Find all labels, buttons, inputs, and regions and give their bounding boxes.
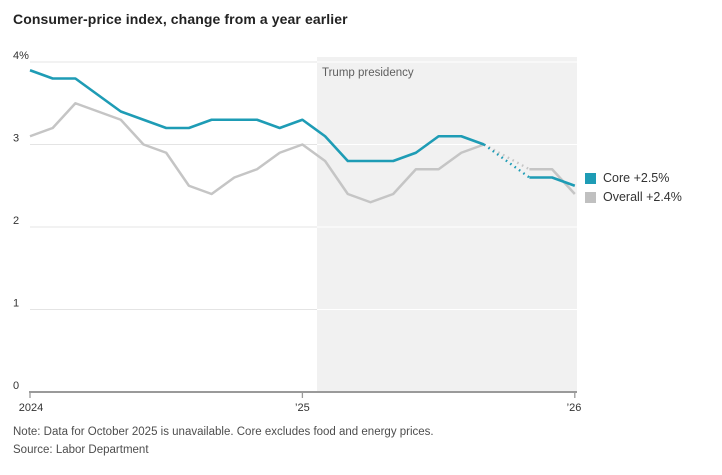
trump-presidency-label: Trump presidency (322, 67, 414, 79)
x-axis-ticks (29, 393, 576, 398)
y-tick-label-1: 1 (13, 298, 19, 310)
legend-item-core: Core +2.5% (585, 171, 682, 185)
x-tick-label-25: ’25 (295, 402, 310, 414)
y-axis-labels: 4% 3 2 1 0 (13, 50, 29, 392)
gridlines-shaded (317, 61, 577, 310)
trump-presidency-region (317, 57, 577, 392)
y-tick-label-0: 0 (13, 380, 19, 392)
core-line-end (529, 176, 576, 187)
core-line-solid (29, 69, 485, 163)
legend-label-core: Core +2.5% (603, 171, 670, 185)
gridlines (30, 61, 317, 310)
x-axis-labels: 2024 ’25 ’26 (19, 402, 582, 414)
y-tick-label-3: 3 (13, 133, 19, 145)
core-line-dotted (483, 143, 531, 179)
cpi-line-chart: Trump presidency 4% 3 2 1 0 2024 (13, 50, 582, 414)
note-text: Note: Data for October 2025 is unavailab… (13, 426, 434, 438)
legend-label-overall: Overall +2.4% (603, 190, 682, 204)
legend-item-overall: Overall +2.4% (585, 190, 682, 204)
legend: Core +2.5% Overall +2.4% (585, 171, 682, 209)
overall-line-solid (29, 102, 485, 204)
source-text: Source: Labor Department (13, 444, 149, 456)
x-tick-label-26: ’26 (567, 402, 582, 414)
overall-line-end (529, 168, 576, 195)
x-tick-label-2024: 2024 (19, 402, 43, 414)
y-tick-label-4: 4% (13, 50, 29, 62)
page-title: Consumer-price index, change from a year… (13, 11, 348, 27)
y-tick-label-2: 2 (13, 215, 19, 227)
core-legend-swatch-icon (585, 172, 596, 184)
overall-legend-swatch-icon (585, 191, 596, 203)
